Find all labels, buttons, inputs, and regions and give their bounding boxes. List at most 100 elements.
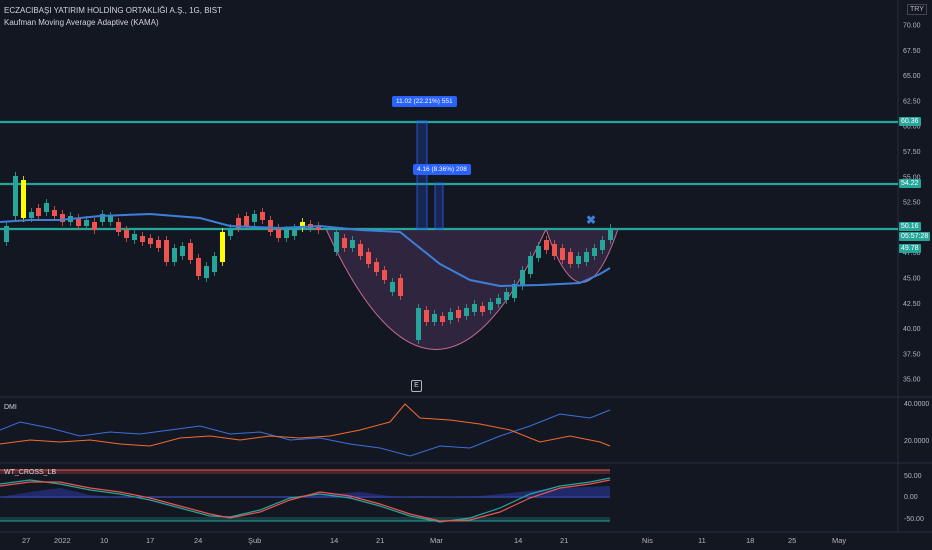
measure-box-1[interactable]	[416, 120, 428, 230]
candle-body	[196, 258, 201, 276]
candle-body	[4, 226, 9, 242]
candle-body	[140, 236, 145, 242]
candle-body	[84, 220, 89, 226]
price-badge-60: 60.36	[899, 117, 921, 126]
candle-body	[260, 212, 265, 220]
time-tick: 10	[100, 536, 108, 545]
measure-box-2[interactable]	[434, 182, 444, 230]
wt-tick-3: -50.00	[904, 516, 924, 523]
price-badge-last: 50.16	[899, 222, 921, 231]
dmi-tick-2: 20.0000	[904, 438, 929, 445]
candle-body	[268, 220, 273, 232]
candle-body	[560, 248, 565, 260]
time-tick: 14	[330, 536, 338, 545]
wt-label[interactable]: WT_CROSS_LB	[4, 469, 57, 476]
candle-body	[488, 302, 493, 310]
candle-body	[220, 232, 225, 262]
price-tick: 60.00	[903, 124, 921, 131]
price-badge-kama: 49.78	[899, 244, 921, 253]
candle-body	[284, 230, 289, 238]
candle-body	[188, 243, 193, 260]
cross-marker-icon[interactable]: ✖	[586, 213, 596, 227]
candle-body	[416, 308, 421, 340]
candle-body	[456, 310, 461, 318]
measure-label-2[interactable]: 4.16 (8.36%) 208	[413, 164, 471, 175]
candle-body	[464, 308, 469, 316]
candle-body	[252, 214, 257, 222]
candle-body	[366, 252, 371, 264]
time-tick: 24	[194, 536, 202, 545]
candle-body	[148, 238, 153, 244]
time-tick: Şub	[248, 536, 261, 545]
candle-body	[544, 240, 549, 250]
candle-body	[440, 316, 445, 322]
wt1-line[interactable]	[0, 477, 611, 523]
candle-body	[316, 226, 321, 230]
price-tick: 57.50	[903, 149, 921, 156]
candle-body	[13, 176, 18, 216]
candle-body	[480, 306, 485, 312]
price-tick: 52.50	[903, 200, 921, 207]
time-tick: 27	[22, 536, 30, 545]
time-tick: 2022	[54, 536, 71, 545]
wt2-line[interactable]	[0, 479, 611, 522]
time-tick: 17	[146, 536, 154, 545]
measure-label-1[interactable]: 11.02 (22.21%) 551	[392, 96, 457, 107]
candle-body	[76, 218, 81, 226]
countdown-badge: 05:57:28	[899, 232, 931, 241]
price-tick: 70.00	[903, 23, 921, 30]
candle-body	[228, 228, 233, 236]
candle-body	[398, 278, 403, 296]
candle-body	[276, 228, 281, 238]
candle-body	[536, 246, 541, 258]
time-axis[interactable]: 27 2022 10 17 24 Şub 14 21 Mar 14 21 Nis 11 18 25 May	[22, 536, 846, 545]
price-badge-54: 54.22	[899, 179, 921, 188]
candle-body	[448, 312, 453, 320]
time-tick: 21	[560, 536, 568, 545]
price-tick: 55.00	[903, 174, 921, 181]
time-tick: Nis	[642, 536, 653, 545]
dmi-minus-line[interactable]	[0, 403, 611, 447]
wt-tick-2: 0.00	[904, 494, 918, 501]
candle-body	[552, 244, 557, 256]
candle-body	[520, 270, 525, 286]
candle-body	[300, 222, 305, 228]
price-tick: 40.00	[903, 326, 921, 333]
dmi-tick-1: 40.0000	[904, 401, 929, 408]
candle-body	[576, 256, 581, 264]
candle-body	[156, 240, 161, 248]
candle-body	[244, 216, 249, 226]
candle-body	[21, 180, 26, 218]
earnings-marker[interactable]: E	[411, 380, 422, 392]
price-axis[interactable]: 70.00 67.50 65.00 62.50 60.00 57.50 55.00 52.50…	[903, 23, 921, 384]
cup-pattern-large[interactable]	[325, 228, 547, 350]
candle-body	[108, 216, 113, 222]
candle-body	[124, 230, 129, 238]
candle-body	[292, 228, 297, 236]
time-tick: 14	[514, 536, 522, 545]
candle-body	[512, 284, 517, 298]
candle-body	[29, 212, 34, 218]
candle-body	[60, 214, 65, 222]
candles-group[interactable]	[4, 172, 613, 344]
time-tick: Mar	[430, 536, 443, 545]
kama-line[interactable]	[0, 212, 611, 288]
candle-body	[592, 248, 597, 256]
candle-body	[116, 222, 121, 232]
candle-body	[528, 256, 533, 274]
dmi-label[interactable]: DMI	[4, 404, 17, 411]
symbol-title[interactable]: ECZACIBAŞI YATIRIM HOLDİNG ORTAKLIĞI A.Ş…	[4, 6, 222, 15]
candle-body	[504, 292, 509, 300]
dmi-plus-line[interactable]	[0, 409, 611, 457]
time-tick: May	[832, 536, 846, 545]
candle-body	[350, 240, 355, 248]
candle-body	[432, 314, 437, 322]
candle-body	[568, 252, 573, 264]
candle-body	[382, 270, 387, 280]
time-tick: 11	[698, 536, 706, 545]
price-tick: 35.00	[903, 377, 921, 384]
candle-body	[236, 218, 241, 228]
currency-label[interactable]: TRY	[907, 4, 927, 15]
indicator-label[interactable]: Kaufman Moving Average Adaptive (KAMA)	[4, 18, 159, 27]
